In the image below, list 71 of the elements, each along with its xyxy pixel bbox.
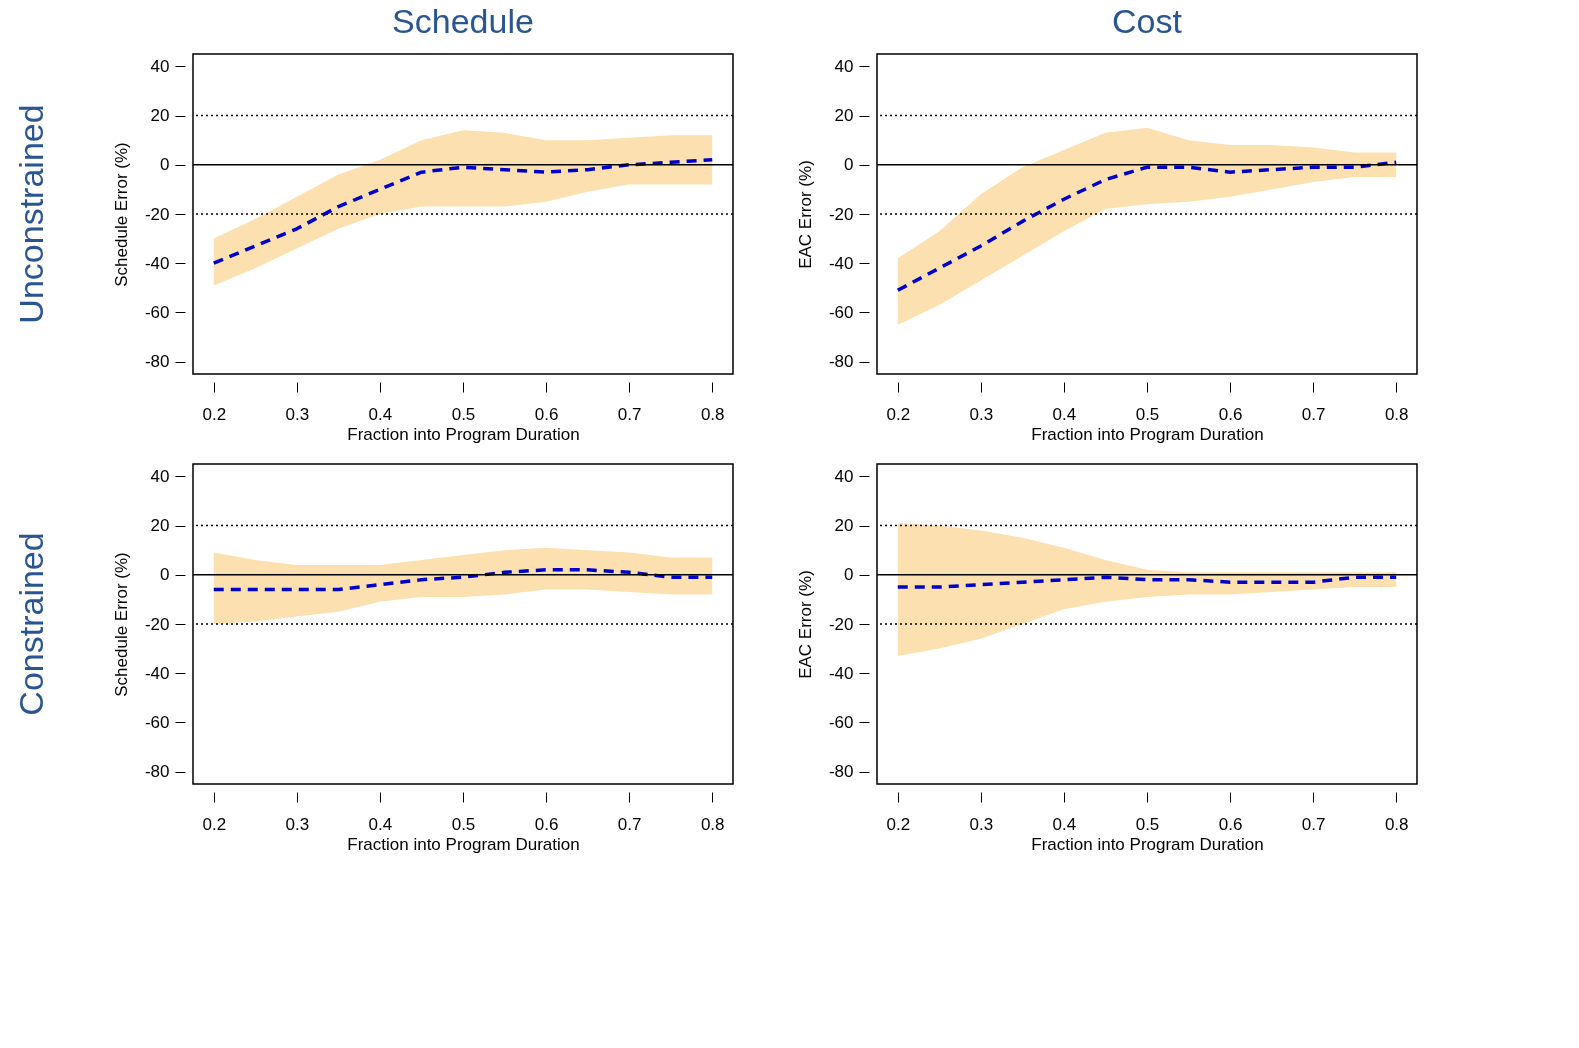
y-axis-title: Schedule Error (%)	[111, 552, 131, 697]
y-tick-label: 0	[844, 155, 854, 175]
y-tick-label: 20	[150, 106, 170, 126]
x-tick-label: 0.8	[700, 814, 725, 834]
y-tick-label: 40	[150, 466, 170, 486]
x-tick-label: 0.6	[534, 814, 559, 834]
x-tick-label: 0.5	[451, 404, 476, 424]
y-axis-title: EAC Error (%)	[795, 570, 815, 679]
x-tick-label: 0.4	[368, 814, 393, 834]
x-tick-label: 0.4	[1052, 404, 1077, 424]
x-tick-label: 0.3	[285, 404, 310, 424]
y-tick-label: -20	[144, 204, 170, 224]
x-tick-label: 0.2	[202, 404, 227, 424]
chart-title: Schedule	[392, 2, 534, 40]
x-tick-label: 0.8	[1384, 404, 1409, 424]
y-tick-label: 0	[160, 565, 170, 585]
x-tick-label: 0.7	[617, 404, 642, 424]
y-tick-label: -60	[144, 302, 170, 322]
y-tick-label: 20	[834, 516, 854, 536]
x-tick-label: 0.6	[534, 404, 559, 424]
line-series	[212, 158, 714, 265]
text: Unconstrained	[12, 104, 50, 324]
y-tick-label: -80	[144, 352, 170, 372]
y-tick-label: 20	[150, 516, 170, 536]
x-tick-label: 0.7	[1301, 404, 1326, 424]
line-series	[212, 568, 714, 592]
x-tick-label: 0.5	[1135, 404, 1160, 424]
x-tick-label: 0.5	[451, 814, 476, 834]
text: Constrained	[12, 532, 50, 716]
y-tick-label: -80	[144, 762, 170, 782]
x-tick-label: 0.6	[1218, 404, 1243, 424]
y-tick-label: 40	[834, 56, 854, 76]
x-tick-label: 0.3	[969, 404, 994, 424]
x-tick-label: 0.2	[202, 814, 227, 834]
y-tick-label: -40	[144, 663, 170, 683]
x-tick-label: 0.6	[1218, 814, 1243, 834]
y-tick-label: -60	[828, 712, 854, 732]
chart-title: Cost	[1112, 2, 1183, 40]
y-tick-label: 0	[160, 155, 170, 175]
y-tick-label: -60	[144, 712, 170, 732]
x-tick-label: 0.8	[1384, 814, 1409, 834]
y-tick-label: 20	[834, 106, 854, 126]
y-tick-label: -40	[828, 663, 854, 683]
x-tick-label: 0.3	[285, 814, 310, 834]
x-tick-label: 0.4	[1052, 814, 1077, 834]
y-axis-title: Schedule Error (%)	[111, 142, 131, 287]
x-tick-label: 0.5	[1135, 814, 1160, 834]
x-tick-label: 0.7	[617, 814, 642, 834]
x-tick-label: 0.8	[700, 404, 725, 424]
x-axis-title: Fraction into Program Duration	[1031, 834, 1264, 854]
y-tick-label: -60	[828, 302, 854, 322]
y-tick-label: -80	[828, 762, 854, 782]
x-axis-title: Fraction into Program Duration	[347, 834, 580, 854]
y-tick-label: -20	[144, 614, 170, 634]
y-tick-label: -40	[828, 253, 854, 273]
y-tick-label: 40	[150, 56, 170, 76]
line-series	[896, 575, 1398, 589]
y-tick-label: 40	[834, 466, 854, 486]
y-tick-label: -20	[828, 204, 854, 224]
x-tick-label: 0.4	[368, 404, 393, 424]
x-tick-label: 0.2	[886, 814, 911, 834]
x-axis-title: Fraction into Program Duration	[1031, 424, 1264, 444]
x-tick-label: 0.7	[1301, 814, 1326, 834]
x-tick-label: 0.3	[969, 814, 994, 834]
y-axis-title: EAC Error (%)	[795, 160, 815, 269]
x-tick-label: 0.2	[886, 404, 911, 424]
y-tick-label: -20	[828, 614, 854, 634]
x-axis-title: Fraction into Program Duration	[347, 424, 580, 444]
y-tick-label: -40	[144, 253, 170, 273]
y-tick-label: 0	[844, 565, 854, 585]
y-tick-label: -80	[828, 352, 854, 372]
